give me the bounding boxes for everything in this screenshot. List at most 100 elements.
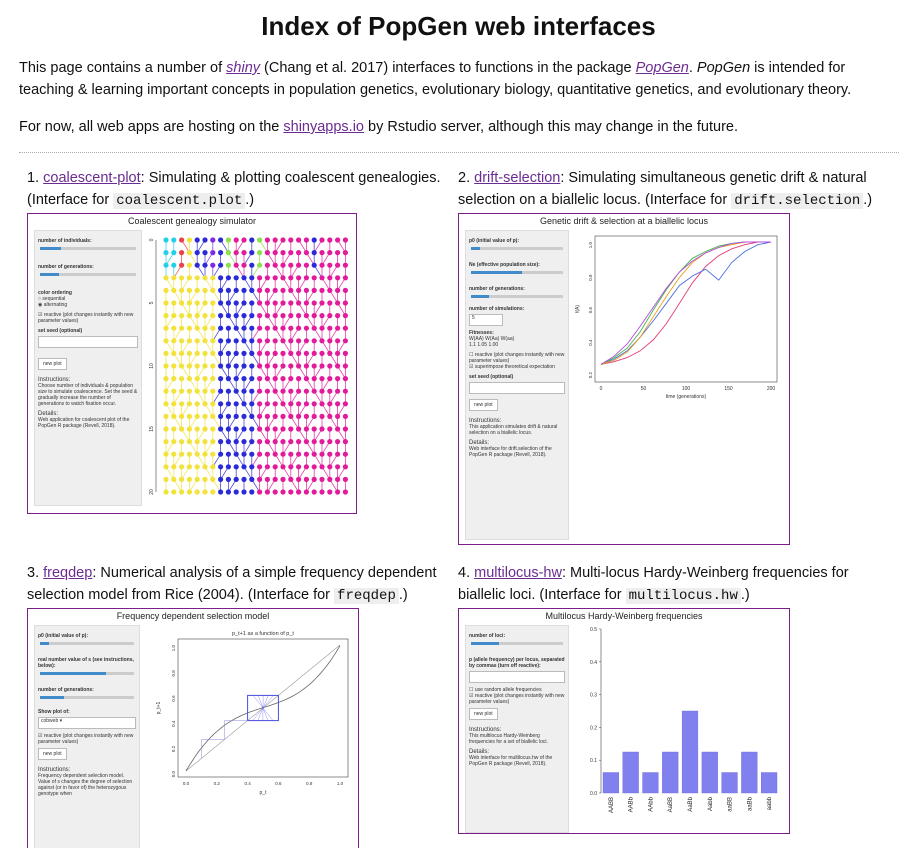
individual-dot <box>171 275 176 280</box>
item-number: 1. <box>27 170 43 186</box>
label: Show plot of: <box>38 709 136 715</box>
individual-dot <box>249 489 254 494</box>
individual-dot <box>335 250 340 255</box>
seed-input[interactable] <box>38 336 138 348</box>
individual-dot <box>327 237 332 242</box>
individual-dot <box>288 326 293 331</box>
slider[interactable] <box>40 273 136 276</box>
label: set seed (optional) <box>469 374 565 380</box>
slider[interactable] <box>40 642 134 645</box>
individual-dot <box>288 414 293 419</box>
individual-dot <box>265 237 270 242</box>
individual-dot <box>265 389 270 394</box>
individual-dot <box>163 376 168 381</box>
individual-dot <box>265 452 270 457</box>
instructions-text: This application simulates drift & natur… <box>469 424 565 436</box>
slider[interactable] <box>471 247 563 250</box>
new-plot-button[interactable]: new plot <box>469 708 498 720</box>
drift-selection-screenshot[interactable]: Genetic drift & selection at a biallelic… <box>458 213 790 545</box>
slider[interactable] <box>471 295 563 298</box>
individual-dot <box>226 452 231 457</box>
coalescent-plot-link[interactable]: coalescent-plot <box>43 170 141 186</box>
label: p0 (initial value of p): <box>469 238 565 244</box>
plot-select[interactable]: cobweb ▾ <box>38 717 136 729</box>
individual-dot <box>257 452 262 457</box>
allele-freq-input[interactable] <box>469 671 565 683</box>
fitness-inputs[interactable]: 1.1 1.05 1.00 <box>469 342 565 348</box>
slider[interactable] <box>40 672 134 675</box>
individual-dot <box>195 376 200 381</box>
label: number of generations: <box>469 286 565 292</box>
seed-input[interactable] <box>469 382 565 394</box>
individual-dot <box>163 464 168 469</box>
individual-dot <box>163 414 168 419</box>
individual-dot <box>218 439 223 444</box>
individual-dot <box>304 351 309 356</box>
expectation-checkbox[interactable]: ☑ superimpose theoretical expectation <box>469 364 565 370</box>
individual-dot <box>257 489 262 494</box>
multilocus-hw-link[interactable]: multilocus-hw <box>474 565 562 581</box>
reactive-checkbox[interactable]: ☑ reactive (plot changes instantly with … <box>38 733 136 745</box>
individual-dot <box>304 263 309 268</box>
freqdep-link[interactable]: freqdep <box>43 565 92 581</box>
coalescent-screenshot[interactable]: Coalescent genealogy simulator number of… <box>27 213 357 514</box>
individual-dot <box>226 464 231 469</box>
hosting-paragraph: For now, all web apps are hosting on the… <box>19 116 899 138</box>
individual-dot <box>226 250 231 255</box>
reactive-checkbox[interactable]: ☑ reactive (plot changes instantly with … <box>469 693 565 705</box>
new-plot-button[interactable]: new plot <box>38 358 67 370</box>
freqdep-screenshot[interactable]: Frequency dependent selection model p0 (… <box>27 608 359 848</box>
individual-dot <box>319 338 324 343</box>
individual-dot <box>202 464 207 469</box>
individual-dot <box>163 313 168 318</box>
reactive-checkbox[interactable]: ☐ reactive (plot changes instantly with … <box>469 352 565 364</box>
individual-dot <box>257 250 262 255</box>
individual-dot <box>288 263 293 268</box>
x-tick-label: 0.2 <box>214 781 221 786</box>
slider[interactable] <box>40 247 136 250</box>
individual-dot <box>273 401 278 406</box>
individual-dot <box>249 439 254 444</box>
individual-dot <box>179 464 184 469</box>
individual-dot <box>319 414 324 419</box>
y-tick-label: 0.6 <box>588 307 593 314</box>
individual-dot <box>335 351 340 356</box>
multilocus-hw-screenshot[interactable]: Multilocus Hardy-Weinberg frequencies nu… <box>458 608 790 834</box>
slider[interactable] <box>40 696 134 699</box>
item-number: 4. <box>458 565 474 581</box>
reactive-checkbox[interactable]: ☑ reactive (plot changes instantly with … <box>38 312 138 324</box>
popgen-emphasis: PopGen <box>697 60 750 76</box>
shiny-link[interactable]: shiny <box>226 60 260 76</box>
simulations-input[interactable]: 5 <box>469 314 503 326</box>
bar <box>643 773 659 794</box>
individual-dot <box>265 300 270 305</box>
shinyapps-link[interactable]: shinyapps.io <box>283 119 364 135</box>
radio-alternating[interactable]: ◉ alternating <box>38 302 138 308</box>
screenshot-title: Multilocus Hardy-Weinberg frequencies <box>459 611 789 621</box>
individual-dot <box>226 376 231 381</box>
individual-dot <box>202 351 207 356</box>
new-plot-button[interactable]: new plot <box>469 399 498 411</box>
individual-dot <box>163 389 168 394</box>
series-line <box>601 242 771 364</box>
individual-dot <box>296 363 301 368</box>
slider[interactable] <box>471 271 563 274</box>
new-plot-button[interactable]: new plot <box>38 748 67 760</box>
individual-dot <box>163 401 168 406</box>
individual-dot <box>171 250 176 255</box>
drift-selection-link[interactable]: drift-selection <box>474 170 560 186</box>
individual-dot <box>195 263 200 268</box>
popgen-link[interactable]: PopGen <box>636 60 689 76</box>
label: Ne (effective population size): <box>469 262 565 268</box>
slider[interactable] <box>471 642 563 645</box>
individual-dot <box>187 326 192 331</box>
screenshot-title: Coalescent genealogy simulator <box>28 216 356 226</box>
individual-dot <box>218 401 223 406</box>
individual-dot <box>249 376 254 381</box>
individual-dot <box>296 250 301 255</box>
individual-dot <box>241 489 246 494</box>
individual-dot <box>179 489 184 494</box>
time-tick-label: 5 <box>149 301 155 304</box>
y-axis-label: p_t+1 <box>156 701 162 714</box>
individual-dot <box>304 288 309 293</box>
